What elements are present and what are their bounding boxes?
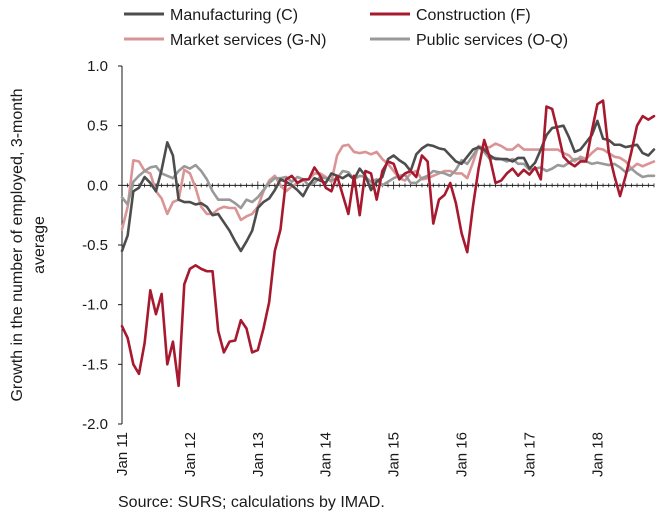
y-tick-label: -0.5 [82, 237, 108, 254]
x-tick-label: Jan 18 [589, 432, 606, 477]
x-tick-label: Jan 11 [114, 432, 131, 476]
x-tick-label: Jan 12 [182, 432, 199, 477]
y-axis-title-line-1: Growth in the number of employed, 3-mont… [9, 88, 26, 401]
series-line-manufacturing [120, 119, 656, 253]
x-tick-label: Jan 13 [250, 432, 267, 477]
legend-label-market-services: Market services (G-N) [170, 32, 326, 49]
y-axis-title: Growth in the number of employed, 3-mont… [9, 88, 48, 401]
legend-item-manufacturing: Manufacturing (C) [124, 7, 298, 24]
y-tick-label: 1.0 [87, 58, 108, 75]
legend-label-construction: Construction (F) [416, 7, 531, 24]
x-tick-label: Jan 16 [454, 432, 471, 477]
series-line-construction [120, 99, 656, 388]
y-tick-label: -1.0 [82, 297, 108, 314]
y-ticks: -2.0 -1.5 -1.0 -0.5 0.0 0.5 1.0 [82, 58, 122, 433]
y-axis-title-line-2: average [31, 216, 48, 274]
x-ticks: Jan 11 Jan 12 Jan 13 Jan 14 Jan 15 Jan 16 Jan … [114, 181, 655, 477]
series-lines [120, 99, 656, 388]
x-tick-label: Jan 17 [521, 432, 538, 477]
legend-label-manufacturing: Manufacturing (C) [170, 7, 298, 24]
y-tick-label: -2.0 [82, 416, 108, 433]
legend-label-public-services: Public services (O-Q) [416, 32, 568, 49]
x-tick-label: Jan 14 [318, 432, 335, 477]
legend: Manufacturing (C) Construction (F) Marke… [124, 7, 568, 49]
series-line-public-services [120, 145, 656, 210]
legend-item-market-services: Market services (G-N) [124, 32, 326, 49]
y-tick-label: 0.5 [87, 118, 108, 135]
y-tick-label: -1.5 [82, 356, 108, 373]
x-tick-label: Jan 15 [386, 432, 403, 477]
legend-item-construction: Construction (F) [370, 7, 531, 24]
plot-area: -2.0-1.5-1.0-0.50.00.51.0 Jan 11 Jan 12 Ja… [82, 58, 656, 477]
y-tick-label: 0.0 [87, 177, 108, 194]
source-note: Source: SURS; calculations by IMAD. [118, 494, 385, 511]
legend-item-public-services: Public services (O-Q) [370, 32, 568, 49]
